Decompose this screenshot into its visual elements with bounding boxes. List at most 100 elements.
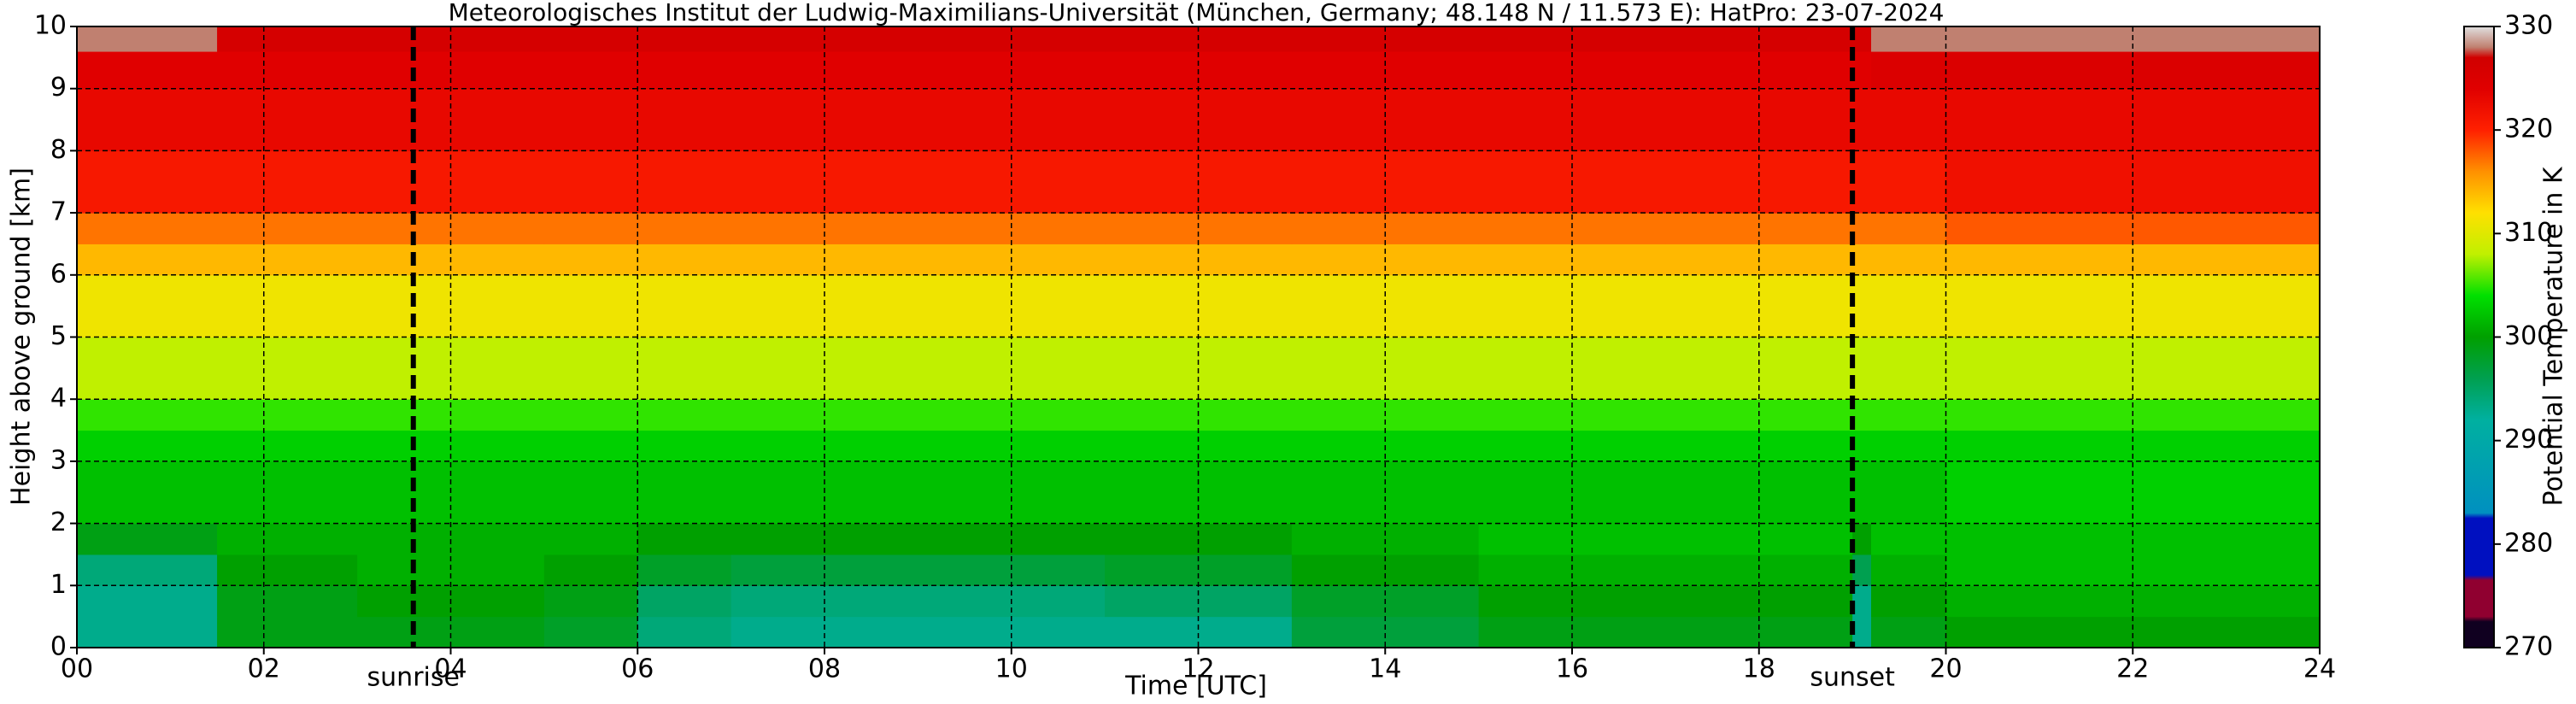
heat-cell (77, 26, 218, 52)
heat-cell (1945, 243, 2133, 276)
heat-cell (2133, 213, 2321, 244)
heat-cell (543, 88, 638, 151)
heat-cell (1852, 337, 1872, 400)
heat-cell (543, 243, 638, 276)
chart-title: Meteorologisches Institut der Ludwig-Max… (449, 0, 1945, 26)
y-tick-label: 2 (50, 507, 67, 537)
heat-cell (1871, 337, 1946, 400)
heat-cell (637, 585, 732, 618)
heat-cell (1871, 88, 1946, 151)
heat-cell (217, 554, 358, 586)
plot-frame (76, 26, 2321, 648)
heat-cell (217, 337, 358, 400)
heat-cell (77, 523, 218, 555)
heat-cell (543, 150, 638, 214)
x-tick-label: 08 (808, 654, 841, 684)
heat-cell (543, 51, 638, 90)
heat-cell (2133, 399, 2321, 431)
heat-cell (637, 243, 732, 276)
heat-cell (77, 88, 218, 151)
heat-cell (1852, 88, 1872, 151)
heat-cell (543, 585, 638, 618)
colorbar-tick-label: 330 (2504, 11, 2553, 41)
heat-cell (1871, 243, 1946, 276)
heat-cell (2133, 461, 2321, 525)
heat-cell (77, 150, 218, 214)
heat-cell (1852, 585, 1872, 618)
colorbar-tick-label: 280 (2504, 528, 2553, 558)
heat-cell (2133, 243, 2321, 276)
colorbar-tick-label: 290 (2504, 425, 2553, 455)
y-tick-label: 3 (50, 445, 67, 475)
heat-cell (77, 399, 218, 431)
heat-cell (1871, 461, 1946, 525)
heat-cell (77, 274, 218, 337)
x-tick-label: 10 (995, 654, 1028, 684)
heat-cell (77, 616, 218, 648)
heat-cell (543, 213, 638, 244)
colorbar-tick-label: 310 (2504, 218, 2553, 248)
heat-cell (543, 430, 638, 462)
y-tick-label: 9 (50, 73, 67, 103)
x-tick-label: 18 (1743, 654, 1775, 684)
x-tick-label: 06 (621, 654, 654, 684)
x-tick-label: 22 (2116, 654, 2149, 684)
x-axis-label: Time [UTC] (1124, 672, 1267, 701)
heat-cell (217, 523, 358, 555)
heat-cell (1945, 399, 2133, 431)
heat-cell (1945, 554, 2133, 586)
heat-cell (77, 554, 218, 586)
heat-cell (543, 616, 638, 648)
heat-cell (637, 399, 732, 431)
heat-cell (1852, 616, 1872, 648)
heat-cell (1871, 554, 1946, 586)
heat-cell (1945, 585, 2133, 618)
heat-cell (1945, 26, 2133, 52)
heat-cell (1871, 51, 1946, 90)
heat-cell (217, 51, 358, 90)
heat-cell (1945, 51, 2133, 90)
x-tick-label: 20 (1929, 654, 1962, 684)
heat-cell (2133, 337, 2321, 400)
heat-cell (1945, 274, 2133, 337)
heat-cell (2133, 150, 2321, 214)
heat-cell (217, 243, 358, 276)
heat-cell (2133, 88, 2321, 151)
y-tick-label: 10 (34, 11, 67, 41)
heat-cell (1852, 554, 1872, 586)
x-tick-label: 14 (1369, 654, 1401, 684)
y-tick-label: 1 (50, 570, 67, 600)
y-tick-label: 7 (50, 197, 67, 227)
heat-cell (217, 430, 358, 462)
heat-cell (637, 150, 732, 214)
colorbar-tick-label: 300 (2504, 321, 2553, 351)
heat-cell (217, 461, 358, 525)
heat-cell (1871, 399, 1946, 431)
heat-cell (1852, 26, 1872, 52)
x-tick-label: 12 (1182, 654, 1214, 684)
y-tick-label: 0 (50, 632, 67, 662)
heat-cell (2133, 430, 2321, 462)
heat-cell (637, 213, 732, 244)
y-tick-label: 5 (50, 321, 67, 351)
heat-cell (2133, 51, 2321, 90)
heat-cell (217, 399, 358, 431)
heat-cell (1871, 523, 1946, 555)
x-tick-label: 04 (434, 654, 466, 684)
heat-cell (637, 461, 732, 525)
colorbar-tick-label: 270 (2504, 632, 2553, 662)
heat-cell (2133, 554, 2321, 586)
heat-cell (637, 430, 732, 462)
heat-cell (543, 274, 638, 337)
heat-cell (637, 88, 732, 151)
heat-cell (1852, 51, 1872, 90)
heat-cell (1945, 150, 2133, 214)
heat-cell (2133, 585, 2321, 618)
heat-cell (637, 51, 732, 90)
heat-cell (77, 213, 218, 244)
heat-cell (1852, 523, 1872, 555)
heat-cell (1945, 213, 2133, 244)
heat-cell (637, 554, 732, 586)
x-tick-label: 16 (1556, 654, 1588, 684)
